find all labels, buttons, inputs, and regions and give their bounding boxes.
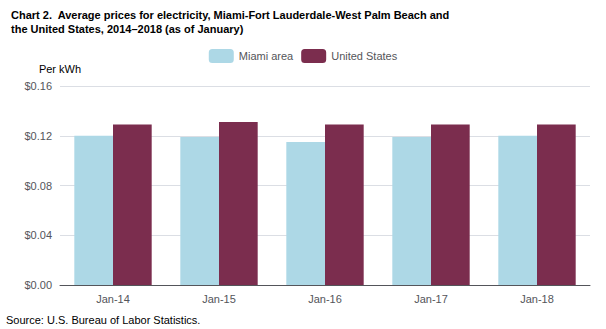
svg-text:Jan-15: Jan-15	[202, 293, 236, 305]
svg-text:Jan-16: Jan-16	[308, 293, 342, 305]
svg-text:the United States, 2014–2018 (: the United States, 2014–2018 (as of Janu…	[11, 23, 244, 35]
svg-text:Jan-17: Jan-17	[414, 293, 448, 305]
svg-text:$0.12: $0.12	[24, 130, 52, 142]
svg-text:$0.04: $0.04	[24, 229, 52, 241]
svg-text:United States: United States	[331, 50, 398, 62]
svg-text:$0.16: $0.16	[24, 80, 52, 92]
svg-text:Miami area: Miami area	[239, 50, 294, 62]
svg-text:$0.00: $0.00	[24, 279, 52, 291]
svg-text:Jan-14: Jan-14	[96, 293, 130, 305]
svg-text:$0.08: $0.08	[24, 180, 52, 192]
svg-text:Chart 2. Average prices for e: Chart 2. Average prices for electricity,…	[11, 9, 449, 21]
svg-text:Jan-18: Jan-18	[520, 293, 554, 305]
svg-text:Per kWh: Per kWh	[39, 63, 81, 75]
svg-text:Source: U.S. Bureau of Labor S: Source: U.S. Bureau of Labor Statistics.	[6, 314, 200, 326]
